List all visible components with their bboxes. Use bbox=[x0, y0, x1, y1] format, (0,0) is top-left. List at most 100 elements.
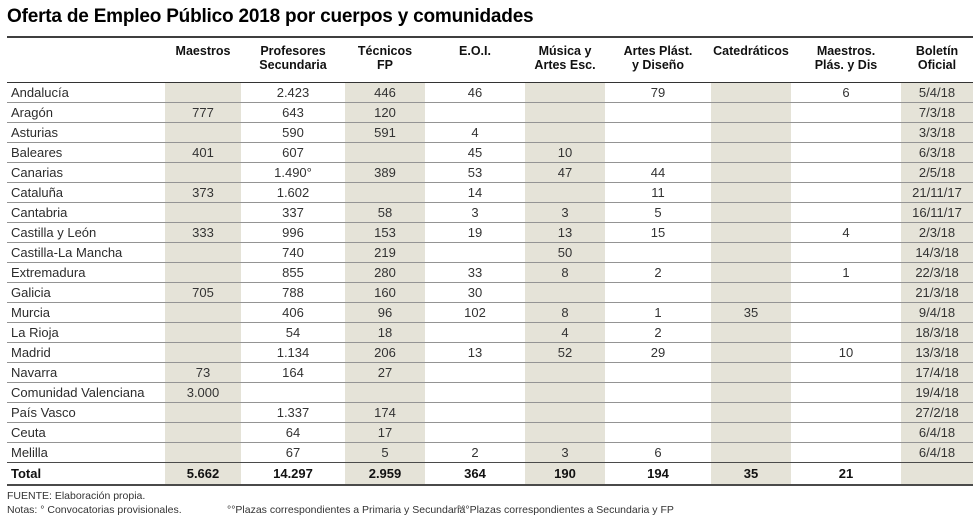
row-label: Cataluña bbox=[7, 182, 165, 203]
table-cell bbox=[791, 362, 901, 383]
page-title: Oferta de Empleo Público 2018 por cuerpo… bbox=[7, 6, 534, 27]
table-cell: 3/3/18 bbox=[901, 122, 973, 143]
table-cell bbox=[605, 382, 711, 403]
table-cell: 160 bbox=[345, 282, 425, 303]
table-cell: 153 bbox=[345, 222, 425, 243]
table-cell: 6/4/18 bbox=[901, 422, 973, 443]
table-cell: 10 bbox=[525, 142, 605, 163]
table-cell bbox=[165, 342, 241, 363]
col-header-profesores-secundaria: Profesores Secundaria bbox=[241, 38, 345, 83]
table-cell: 102 bbox=[425, 302, 525, 323]
col-header-artes-plast-diseno: Artes Plást. y Diseño bbox=[605, 38, 711, 83]
table-cell: 333 bbox=[165, 222, 241, 243]
table-cell: 21 bbox=[791, 462, 901, 486]
row-label: Comunidad Valenciana bbox=[7, 382, 165, 403]
table-cell: 33 bbox=[425, 262, 525, 283]
table-cell: 364 bbox=[425, 462, 525, 486]
table-cell bbox=[165, 162, 241, 183]
table-body: Andalucía 2.423 446 46 79 6 5/4/18 Aragón 777 643… bbox=[7, 82, 973, 486]
table-cell bbox=[525, 382, 605, 403]
table-cell: 401 bbox=[165, 142, 241, 163]
table-cell: 18/3/18 bbox=[901, 322, 973, 343]
table-cell: 8 bbox=[525, 262, 605, 283]
table-cell: 14.297 bbox=[241, 462, 345, 486]
table-cell: 18 bbox=[345, 322, 425, 343]
table-row: Aragón 777 643 120 7/3/18 bbox=[7, 102, 973, 123]
table-cell: 50 bbox=[525, 242, 605, 263]
table-row: Madrid 1.134 206 13 52 29 10 13/3/18 bbox=[7, 342, 973, 363]
table-cell: 47 bbox=[525, 162, 605, 183]
corner-cell bbox=[7, 38, 165, 83]
col-header-catedraticos: Catedráticos bbox=[711, 38, 791, 83]
table-row: Castilla y León 333 996 153 19 13 15 4 2/3/18 bbox=[7, 222, 973, 243]
table-cell: 446 bbox=[345, 82, 425, 103]
table-cell: 788 bbox=[241, 282, 345, 303]
table-cell: 3 bbox=[525, 202, 605, 223]
table-cell: 19 bbox=[425, 222, 525, 243]
table-cell bbox=[605, 142, 711, 163]
table-cell bbox=[711, 442, 791, 463]
table-cell bbox=[791, 402, 901, 423]
table-cell bbox=[165, 242, 241, 263]
total-row: Total 5.662 14.297 2.959 364 190 194 35 21 bbox=[7, 462, 973, 486]
table-cell: 44 bbox=[605, 162, 711, 183]
table-row: Comunidad Valenciana 3.000 19/4/18 bbox=[7, 382, 973, 403]
table-cell bbox=[791, 182, 901, 203]
table-cell bbox=[791, 382, 901, 403]
table-cell: 2.423 bbox=[276, 85, 310, 100]
table-cell: 219 bbox=[345, 242, 425, 263]
notes-line: Notas: ° Convocatorias provisionales. °°… bbox=[7, 503, 973, 518]
table-cell bbox=[791, 202, 901, 223]
row-label: Asturias bbox=[7, 122, 165, 143]
table-row: Andalucía 2.423 446 46 79 6 5/4/18 bbox=[7, 82, 973, 103]
table-cell: 373 bbox=[165, 182, 241, 203]
table-cell: 67 bbox=[241, 442, 345, 463]
table-cell bbox=[605, 422, 711, 443]
table-cell: 6/4/18 bbox=[901, 442, 973, 463]
table-cell: 389 bbox=[345, 162, 425, 183]
table-header: Maestros Profesores Secundaria Técnicos … bbox=[7, 38, 973, 83]
table-cell: 19/4/18 bbox=[901, 382, 973, 403]
table-cell bbox=[525, 422, 605, 443]
table-row: Castilla-La Mancha 740 219 50 14/3/18 bbox=[7, 242, 973, 263]
table-cell: 591 bbox=[345, 122, 425, 143]
note-secundaria-fp: °°°Plazas correspondientes a Secundaria … bbox=[457, 504, 674, 516]
col-header-maestros: Maestros bbox=[165, 38, 241, 83]
table-cell: 740 bbox=[241, 242, 345, 263]
col-header-maestros-plas-dis: Maestros. Plás. y Dis bbox=[791, 38, 901, 83]
table-cell: 194 bbox=[605, 462, 711, 486]
table-cell bbox=[165, 422, 241, 443]
row-label: Extremadura bbox=[7, 262, 165, 283]
table-row: Baleares 401 607 45 10 6/3/18 bbox=[7, 142, 973, 163]
table-cell: 30 bbox=[425, 282, 525, 303]
table-cell: 1.134 bbox=[241, 342, 345, 363]
table-cell: 1.337 bbox=[241, 402, 345, 423]
row-label: Canarias bbox=[7, 162, 165, 183]
table-cell: 8 bbox=[525, 302, 605, 323]
table-cell bbox=[425, 242, 525, 263]
table-cell bbox=[711, 322, 791, 343]
table-cell bbox=[425, 422, 525, 443]
row-label: País Vasco bbox=[7, 402, 165, 423]
table-cell: 16/11/17 bbox=[901, 202, 973, 223]
table-cell bbox=[525, 122, 605, 143]
table-row: Navarra 73 164 27 17/4/18 bbox=[7, 362, 973, 383]
note-provisional: Notas: ° Convocatorias provisionales. bbox=[7, 504, 182, 516]
footer: FUENTE: Elaboración propia. Notas: ° Con… bbox=[7, 490, 973, 518]
table-cell bbox=[711, 222, 791, 243]
row-label: Baleares bbox=[7, 142, 165, 163]
table-cell bbox=[345, 142, 425, 163]
table-row: Extremadura 855 280 33 8 2 1 22/3/18 bbox=[7, 262, 973, 283]
table-cell: 120 bbox=[345, 102, 425, 123]
table-cell bbox=[345, 182, 425, 203]
table-cell: 21/11/17 bbox=[901, 182, 973, 203]
table-cell bbox=[791, 282, 901, 303]
table-row: Galicia 705 788 160 30 21/3/18 bbox=[7, 282, 973, 303]
table-cell bbox=[711, 182, 791, 203]
table-cell: 1 bbox=[791, 262, 901, 283]
table-cell bbox=[525, 182, 605, 203]
table-cell: 607 bbox=[241, 142, 345, 163]
header-row: Maestros Profesores Secundaria Técnicos … bbox=[7, 38, 973, 83]
table-cell bbox=[165, 262, 241, 283]
